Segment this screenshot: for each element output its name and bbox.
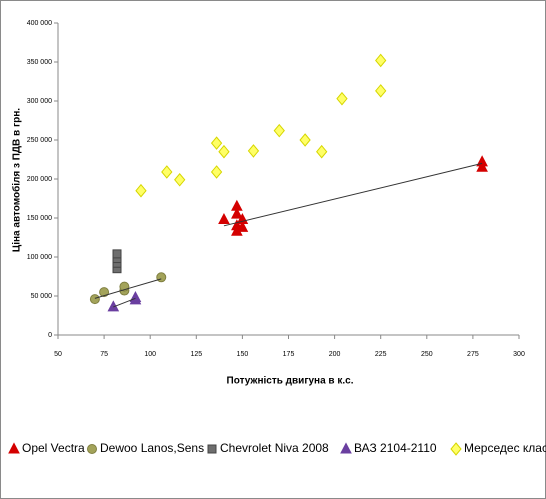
trendline bbox=[113, 297, 136, 308]
point bbox=[210, 165, 223, 179]
trendline bbox=[223, 162, 483, 227]
trendline bbox=[94, 278, 162, 299]
point bbox=[210, 136, 223, 150]
x-tick-label: 50 bbox=[54, 351, 62, 358]
x-tick-label: 200 bbox=[329, 351, 341, 358]
y-tick-label: 400 000 bbox=[27, 20, 52, 27]
x-tick-label: 150 bbox=[237, 351, 249, 358]
x-tick-label: 125 bbox=[190, 351, 202, 358]
x-tick-label: 300 bbox=[513, 351, 525, 358]
point bbox=[218, 212, 230, 225]
legend-marker bbox=[207, 444, 217, 454]
point bbox=[247, 144, 260, 158]
point bbox=[236, 220, 249, 232]
y-tick-label: 200 000 bbox=[27, 176, 52, 183]
legend-label: Мерседес класов В и С bbox=[464, 441, 546, 455]
y-tick-label: 0 bbox=[48, 332, 52, 339]
y-tick-label: 250 000 bbox=[27, 137, 52, 144]
point bbox=[476, 160, 488, 172]
x-tick-label: 275 bbox=[467, 351, 479, 358]
x-axis-title: Потужність двигуна в к.с. bbox=[227, 376, 354, 387]
x-tick-label: 250 bbox=[421, 351, 433, 358]
point bbox=[299, 133, 311, 147]
legend-label: Dewoo Lanos,Sens bbox=[100, 441, 204, 455]
point bbox=[135, 183, 147, 198]
point bbox=[231, 207, 243, 219]
y-tick-label: 150 000 bbox=[27, 215, 52, 222]
legend-label: ВАЗ 2104-2110 bbox=[354, 441, 437, 455]
legend-marker bbox=[340, 442, 352, 454]
x-tick-label: 175 bbox=[283, 351, 295, 358]
point bbox=[218, 144, 230, 159]
y-tick-label: 300 000 bbox=[27, 98, 52, 105]
y-tick-label: 50 000 bbox=[31, 293, 53, 300]
legend-label: Opel Vectra bbox=[22, 441, 85, 455]
legend-marker bbox=[8, 442, 20, 454]
point bbox=[89, 294, 100, 305]
legend-marker bbox=[87, 444, 97, 454]
y-axis-title: Ціна автомобіля з ПДВ в грн. bbox=[11, 108, 23, 252]
y-tick-label: 350 000 bbox=[27, 59, 52, 66]
point bbox=[375, 84, 387, 98]
point bbox=[156, 272, 167, 283]
point bbox=[336, 91, 348, 106]
point bbox=[112, 249, 122, 259]
legend-marker bbox=[450, 442, 462, 456]
point bbox=[99, 287, 110, 298]
point bbox=[316, 144, 328, 159]
y-tick-label: 100 000 bbox=[27, 254, 52, 261]
point bbox=[375, 53, 387, 68]
x-tick-label: 75 bbox=[100, 351, 108, 358]
point bbox=[273, 123, 285, 138]
legend-label: Chevrolet Niva 2008 bbox=[220, 441, 329, 455]
x-tick-label: 100 bbox=[144, 351, 156, 358]
x-tick-label: 225 bbox=[375, 351, 387, 358]
point bbox=[161, 165, 173, 179]
point bbox=[174, 172, 186, 187]
